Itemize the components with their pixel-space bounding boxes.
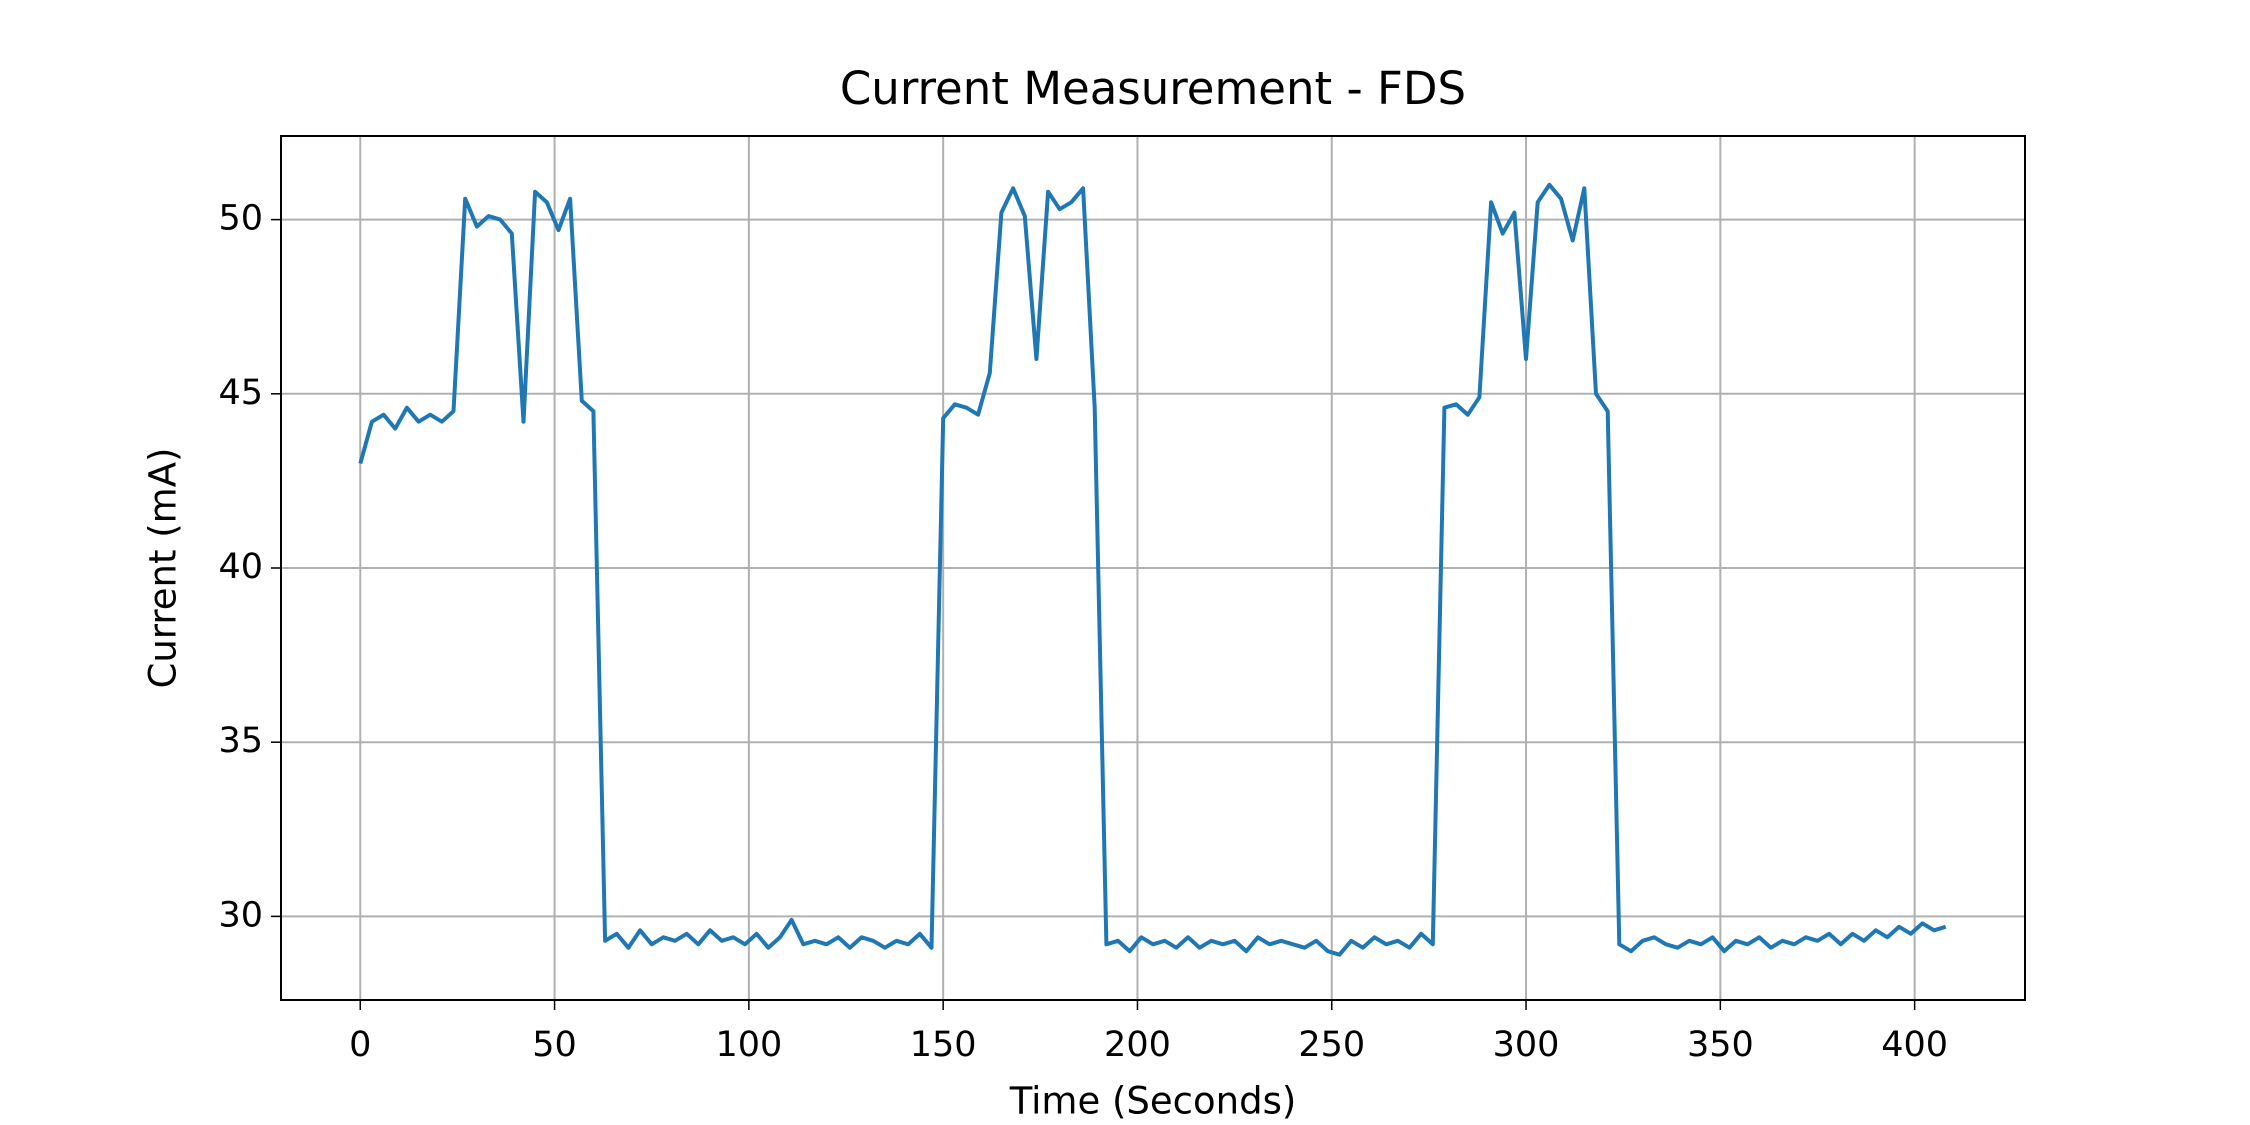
y-tick-label: 30	[218, 895, 263, 935]
x-tick-label: 0	[349, 1025, 371, 1065]
x-tick-label: 400	[1881, 1025, 1948, 1065]
x-axis-label: Time (Seconds)	[1009, 1080, 1297, 1123]
x-tick-label: 350	[1687, 1025, 1754, 1065]
y-tick-label: 35	[218, 721, 263, 761]
x-tick-label: 250	[1298, 1025, 1365, 1065]
data-line	[358, 182, 1947, 957]
x-tick-label: 100	[715, 1025, 782, 1065]
x-tick-label: 150	[910, 1025, 977, 1065]
y-tick-label: 45	[218, 373, 263, 413]
plot-frame	[280, 135, 2026, 1001]
x-tick-label: 300	[1493, 1025, 1560, 1065]
y-tick-label: 40	[218, 547, 263, 587]
x-tick-label: 200	[1104, 1025, 1171, 1065]
y-tick-label: 50	[218, 199, 263, 239]
chart-title: Current Measurement - FDS	[840, 62, 1466, 115]
x-tick-label: 50	[532, 1025, 577, 1065]
y-axis-label: Current (mA)	[142, 448, 185, 689]
